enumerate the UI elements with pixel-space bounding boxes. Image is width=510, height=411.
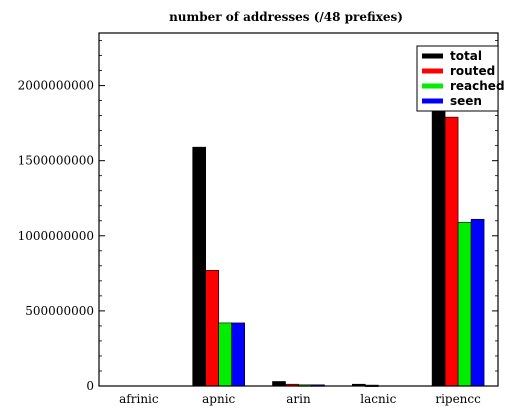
- bar-reached-apnic: [218, 322, 232, 387]
- y-tick-label: 500000000: [25, 304, 94, 318]
- x-tick-label-ripencc: ripencc: [435, 392, 481, 406]
- bar-routed-ripencc: [444, 116, 459, 387]
- y-axis: 0 500000000 1000000000 1500000000 2000000000: [18, 40, 498, 393]
- bar-total-arin: [272, 381, 286, 387]
- bar-seen-ripencc: [470, 218, 485, 387]
- y-tick-label: 1500000000: [18, 154, 94, 168]
- plot-frame: [98, 32, 499, 387]
- x-tick-label-afrinic: afrinic: [119, 392, 159, 406]
- chart-title: number of addresses (/48 prefixes): [169, 10, 403, 24]
- bar-routed-apnic: [205, 270, 219, 387]
- legend-label-reached: reached: [450, 79, 505, 93]
- y-tick-label: 2000000000: [18, 79, 94, 93]
- bar-total-ripencc: [431, 64, 446, 387]
- x-axis: afrinic apnic arin lacnic ripencc: [119, 392, 481, 406]
- y-tick-label: 0: [86, 379, 94, 393]
- x-tick-label-apnic: apnic: [202, 392, 235, 406]
- legend-label-seen: seen: [450, 94, 482, 108]
- bar-reached-ripencc: [457, 221, 472, 387]
- bar-total-apnic: [192, 146, 206, 387]
- x-tick-label-lacnic: lacnic: [360, 392, 396, 406]
- legend-label-routed: routed: [450, 64, 495, 78]
- y-tick-label: 1000000000: [18, 229, 94, 243]
- legend-label-total: total: [450, 49, 482, 63]
- bars-layer: [192, 64, 485, 387]
- x-tick-label-arin: arin: [286, 392, 311, 406]
- bar-seen-apnic: [231, 322, 245, 387]
